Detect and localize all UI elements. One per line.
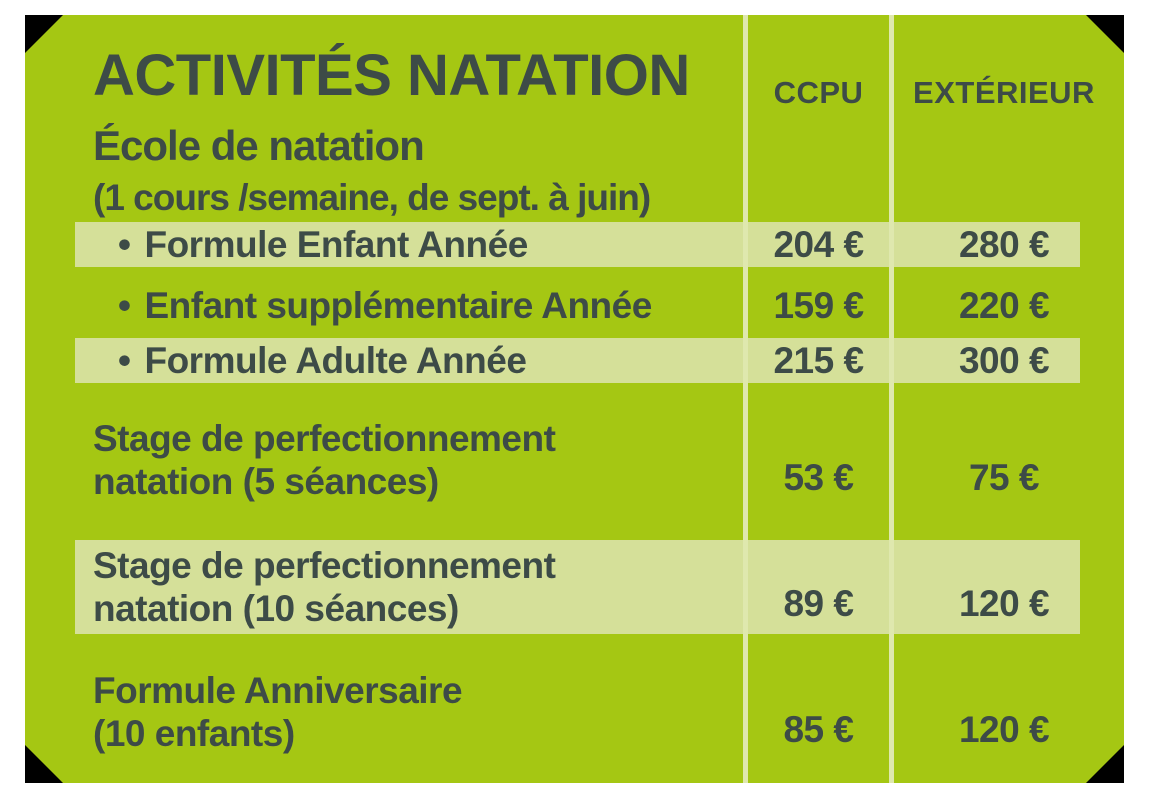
column-divider-ccpu [743,15,748,783]
bullet-icon: • [118,284,131,326]
row-highlight [75,540,1080,634]
table-row: • Formule Adulte Année 215 € 300 € [25,338,1124,383]
row-label: Stage de perfectionnement natation (10 s… [25,540,743,634]
corner-cut-top-left [25,15,63,53]
table-row: • Enfant supplémentaire Année 159 € 220 … [25,283,1124,328]
price-exterieur: 220 € [958,284,1050,326]
row-label-text: Formule Adulte Année [144,339,527,381]
price-exterieur: 280 € [958,223,1050,265]
page-title: ACTIVITÉS NATATION [93,43,690,108]
corner-cut-top-right [1086,15,1124,53]
table-row: Stage de perfectionnement natation (10 s… [25,540,1124,634]
row-highlight [75,338,1080,383]
price-ccpu: 53 € [783,457,854,498]
row-label: • Enfant supplémentaire Année [25,283,743,328]
row-label-text: Enfant supplémentaire Année [144,284,652,326]
section-subtitle: École de natation [93,122,425,169]
price-ccpu: 85 € [783,709,854,750]
price-exterieur: 120 € [958,709,1050,750]
row-label-text: Formule Anniversaire [93,670,463,711]
bullet-icon: • [118,339,131,381]
price-ccpu: 204 € [773,223,864,265]
pricing-panel [25,15,1124,783]
price-exterieur: 120 € [958,583,1050,624]
row-label-text-line2: natation (5 séances) [93,461,439,502]
table-row: Stage de perfectionnement natation (5 sé… [25,412,1124,508]
price-ccpu: 215 € [773,339,864,381]
table-row: • Formule Enfant Année 204 € 280 € [25,222,1124,267]
row-label: • Formule Adulte Année [25,338,743,383]
column-header-exterieur: EXTÉRIEUR [913,75,1095,110]
bullet-icon: • [118,223,131,265]
price-exterieur: 300 € [958,339,1050,381]
row-label-text: Stage de perfectionnement [93,418,556,459]
column-header-ccpu: CCPU [773,75,864,110]
column-divider-exterieur [889,15,894,783]
table-row: Formule Anniversaire (10 enfants) 85 € 1… [25,664,1124,760]
price-ccpu: 89 € [783,583,854,624]
price-ccpu: 159 € [773,284,864,326]
section-note: (1 cours /semaine, de sept. à juin) [93,177,651,218]
row-label-text: Stage de perfectionnement [93,545,556,586]
row-label-text: Formule Enfant Année [144,223,528,265]
row-label: Formule Anniversaire (10 enfants) [25,664,743,760]
price-exterieur: 75 € [968,457,1040,498]
row-label: • Formule Enfant Année [25,222,743,267]
corner-cut-bottom-right [1086,745,1124,783]
row-label: Stage de perfectionnement natation (5 sé… [25,412,743,508]
row-label-text-line2: natation (10 séances) [93,588,459,629]
row-label-text-line2: (10 enfants) [93,713,295,754]
corner-cut-bottom-left [25,745,63,783]
row-highlight [75,222,1080,267]
